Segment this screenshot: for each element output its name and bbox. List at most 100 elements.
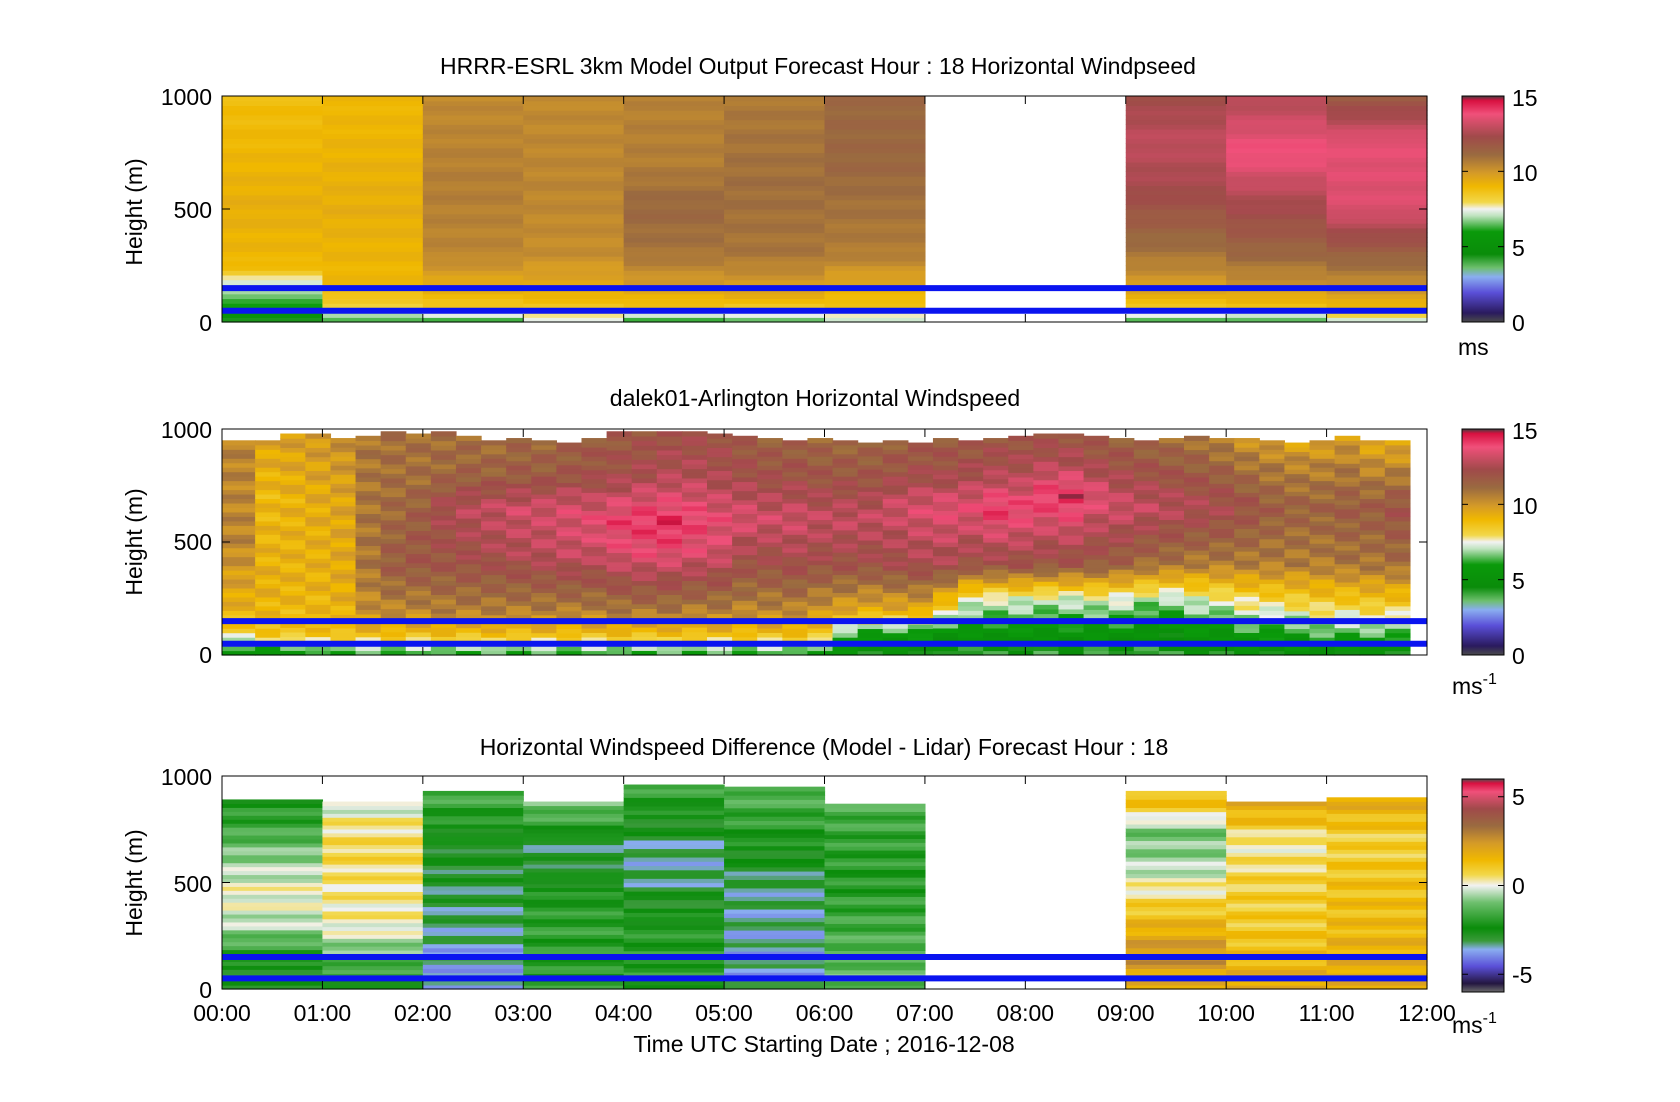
heatmap-cell	[681, 580, 708, 586]
heatmap-cell	[581, 551, 608, 557]
heatmap-cell	[1183, 476, 1210, 483]
heatmap-cell	[732, 490, 758, 496]
heatmap-cell	[1384, 646, 1411, 652]
heatmap-cell	[455, 545, 482, 551]
heatmap-cell	[907, 637, 934, 643]
heatmap-cell	[222, 199, 324, 205]
heatmap-cell	[1326, 241, 1428, 248]
heatmap-cell	[1209, 469, 1235, 475]
heatmap-cell	[422, 914, 524, 920]
heatmap-cell	[422, 931, 524, 936]
heatmap-cell	[280, 604, 306, 610]
heatmap-cell	[1058, 507, 1085, 513]
heatmap-cell	[1125, 823, 1227, 829]
heatmap-cell	[681, 515, 708, 521]
heatmap-cell	[1326, 825, 1428, 830]
heatmap-cell	[1108, 501, 1135, 507]
heatmap-cell	[523, 809, 625, 814]
heatmap-cell	[824, 317, 926, 323]
heatmap-cell	[724, 913, 826, 918]
heatmap-cell	[355, 581, 382, 588]
heatmap-cell	[606, 538, 633, 544]
heatmap-cell	[1309, 529, 1336, 535]
heatmap-cell	[1259, 493, 1285, 500]
heatmap-cell	[422, 128, 524, 135]
heatmap-cell	[724, 166, 826, 172]
heatmap-cell	[623, 959, 725, 965]
heatmap-cell	[405, 595, 432, 601]
heatmap-cell	[481, 525, 507, 531]
heatmap-cell	[305, 442, 332, 448]
heatmap-cell	[724, 870, 826, 876]
heatmap-cell	[1284, 628, 1311, 634]
heatmap-cell	[322, 241, 424, 248]
heatmap-cell	[355, 467, 382, 473]
heatmap-cell	[983, 537, 1009, 543]
heatmap-cell	[422, 293, 524, 300]
heatmap-cell	[907, 442, 934, 448]
heatmap-cell	[1384, 453, 1411, 459]
heatmap-cell	[280, 511, 306, 518]
heatmap-cell	[1033, 548, 1060, 555]
heatmap-cell	[932, 469, 959, 475]
heatmap-cell	[907, 460, 934, 466]
heatmap-cell	[222, 874, 324, 880]
heatmap-cell	[824, 96, 926, 102]
heatmap-cell	[1259, 547, 1285, 553]
heatmap-cell	[1058, 461, 1085, 467]
heatmap-cell	[724, 938, 826, 944]
heatmap-cell	[322, 934, 424, 939]
heatmap-cell	[782, 516, 809, 522]
heatmap-cell	[724, 824, 826, 830]
heatmap-cell	[1058, 627, 1085, 633]
heatmap-cell	[1226, 899, 1328, 904]
heatmap-cell	[623, 298, 725, 304]
heatmap-cell	[280, 576, 306, 582]
heatmap-cell	[606, 491, 633, 498]
heatmap-cell	[222, 520, 256, 526]
heatmap-cell	[832, 596, 859, 602]
heatmap-cell	[1226, 914, 1328, 920]
heatmap-cell	[1158, 609, 1185, 615]
heatmap-cell	[1234, 442, 1260, 448]
heatmap-cell	[1108, 528, 1135, 534]
heatmap-cell	[606, 524, 633, 530]
heatmap-cell	[422, 270, 524, 276]
panel-1-colorbar-unit-base: ms	[1458, 334, 1489, 360]
heatmap-cell	[631, 477, 658, 484]
heatmap-cell	[1326, 171, 1428, 177]
heatmap-cell	[506, 573, 532, 579]
heatmap-cell	[380, 547, 407, 554]
heatmap-cell	[1284, 482, 1311, 488]
heatmap-cell	[824, 880, 926, 886]
heatmap-cell	[222, 298, 324, 304]
heatmap-cell	[1259, 485, 1285, 491]
heatmap-cell	[280, 484, 306, 490]
heatmap-cell	[422, 828, 524, 833]
heatmap-cell	[222, 312, 324, 318]
heatmap-cell	[807, 519, 834, 525]
heatmap-cell	[556, 628, 583, 634]
heatmap-cell	[1326, 251, 1428, 257]
heatmap-cell	[405, 599, 432, 605]
heatmap-cell	[807, 456, 834, 462]
heatmap-cell	[222, 890, 324, 895]
heatmap-cell	[430, 599, 457, 605]
heatmap-cell	[322, 317, 424, 323]
heatmap-cell	[757, 492, 783, 498]
heatmap-cell	[807, 645, 834, 652]
heatmap-cell	[1384, 561, 1411, 567]
heatmap-cell	[1058, 516, 1085, 522]
heatmap-cell	[824, 815, 926, 820]
heatmap-cell	[280, 516, 306, 522]
heatmap-cell	[857, 606, 884, 612]
heatmap-cell	[1083, 476, 1110, 483]
heatmap-cell	[907, 553, 934, 559]
heatmap-cell	[782, 543, 809, 549]
heatmap-cell	[380, 650, 407, 656]
heatmap-cell	[824, 857, 926, 863]
heatmap-cell	[422, 943, 524, 949]
heatmap-cell	[222, 467, 256, 473]
heatmap-cell	[1384, 578, 1411, 585]
heatmap-cell	[1008, 604, 1034, 610]
